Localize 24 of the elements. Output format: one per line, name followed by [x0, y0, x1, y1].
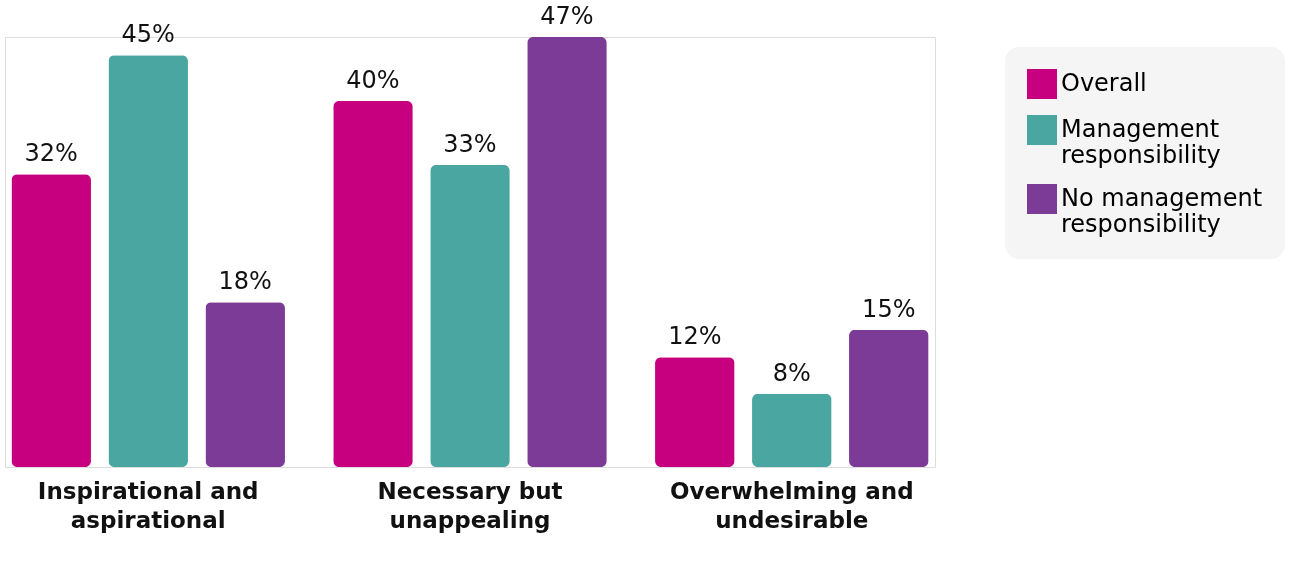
data-label: 47% [540, 2, 594, 30]
data-label: 45% [121, 20, 175, 49]
data-label: 15% [862, 294, 916, 323]
data-label: 8% [772, 358, 811, 387]
legend-label: Management responsibility [1061, 115, 1221, 169]
legend-label: No management responsibility [1061, 184, 1263, 238]
bar [752, 393, 832, 467]
data-label: 12% [668, 322, 722, 351]
bar [205, 302, 285, 467]
bar [333, 101, 413, 467]
data-label: 18% [218, 267, 272, 296]
bar [655, 357, 735, 467]
bar [11, 174, 91, 467]
x-tick-label: Inspirational and aspirational [37, 478, 259, 533]
data-label: 33% [443, 130, 497, 159]
bar [527, 37, 607, 467]
data-label: 32% [24, 139, 78, 168]
x-tick-label: Necessary but unappealing [377, 478, 563, 533]
bar [849, 329, 929, 467]
bar [108, 55, 188, 467]
x-tick-label: Overwhelming and undesirable [669, 478, 914, 533]
legend-label: Overall [1061, 69, 1147, 97]
data-label: 40% [346, 66, 400, 95]
bar [430, 165, 510, 467]
